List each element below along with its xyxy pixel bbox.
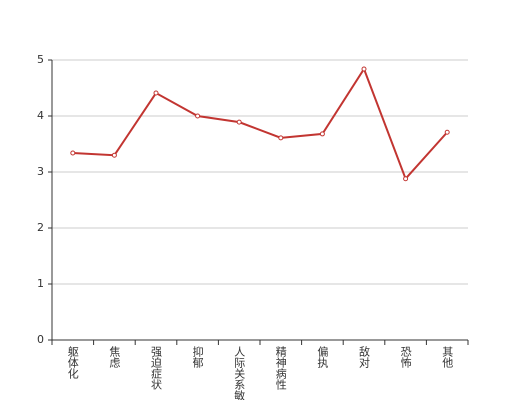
point bbox=[444, 129, 450, 135]
y-tick-label: 2 bbox=[37, 221, 44, 234]
y-tick-label: 1 bbox=[37, 277, 44, 290]
point bbox=[278, 135, 284, 141]
point bbox=[111, 152, 117, 158]
y-tick-label: 0 bbox=[37, 333, 44, 346]
point bbox=[319, 131, 325, 137]
x-tick-label: 偏执 bbox=[316, 345, 329, 369]
point bbox=[403, 176, 409, 182]
point bbox=[236, 119, 242, 125]
x-tick-label: 其他 bbox=[441, 346, 454, 368]
line bbox=[72, 66, 448, 181]
x-tick-label: 抑郁 bbox=[191, 345, 204, 368]
y-tick-label: 4 bbox=[37, 109, 44, 122]
point bbox=[361, 66, 367, 72]
x-tick-label: 强迫症状 bbox=[150, 346, 163, 390]
point bbox=[70, 150, 76, 156]
x-tick-label: 精神病性 bbox=[274, 346, 287, 391]
x-tick-label: 焦虑 bbox=[108, 346, 121, 368]
x-tick-label: 人际关系敏感 bbox=[233, 346, 246, 400]
x-tick-label: 躯体化 bbox=[66, 346, 79, 380]
x-tick-label: 敌对 bbox=[358, 345, 371, 368]
point bbox=[153, 90, 159, 96]
y-tick-label: 3 bbox=[37, 165, 44, 178]
y-tick-label: 5 bbox=[37, 53, 44, 66]
point bbox=[195, 113, 201, 119]
x-tick-label: 恐怖 bbox=[399, 346, 412, 368]
